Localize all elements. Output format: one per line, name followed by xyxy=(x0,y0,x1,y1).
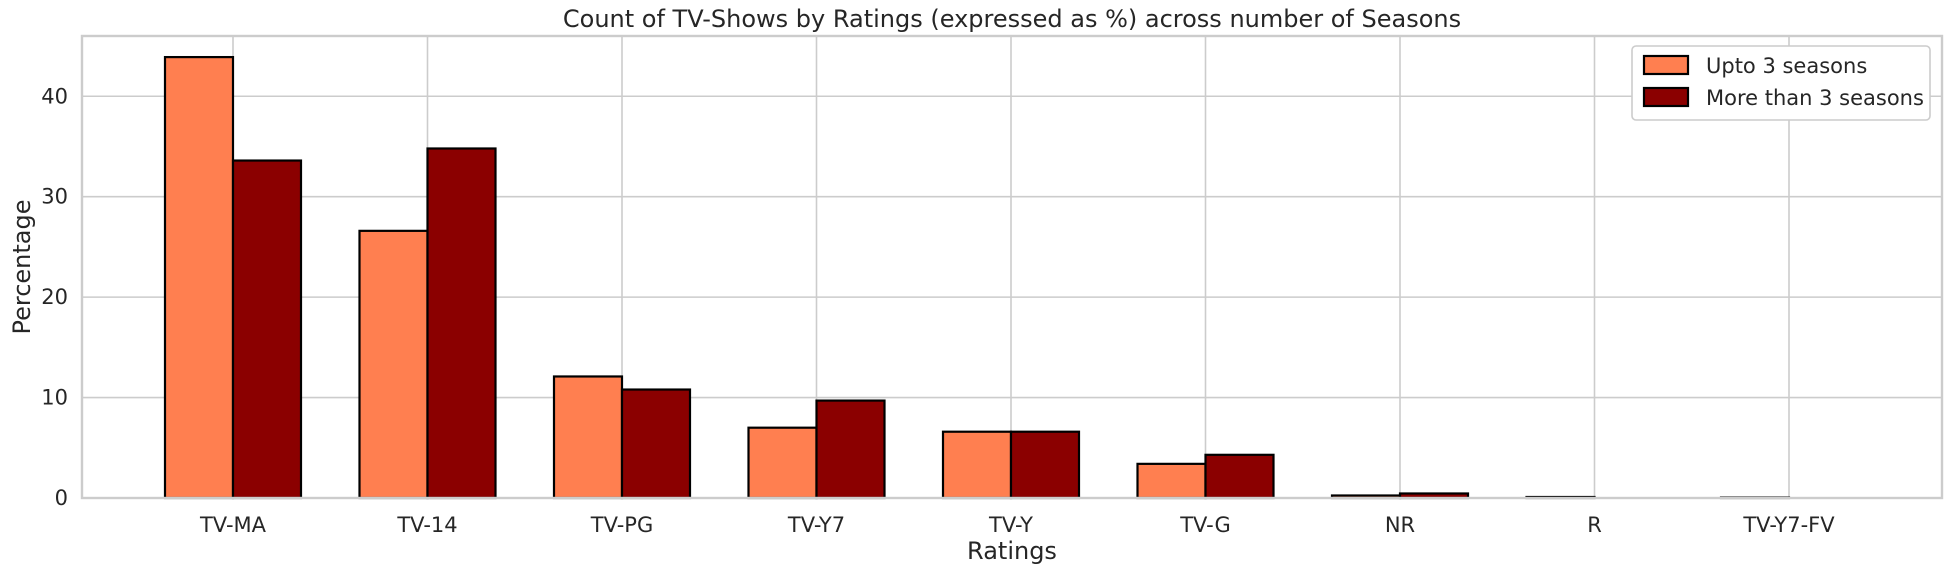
bar-more-than-3-seasons-tv-ma xyxy=(231,159,303,500)
bar-upto-3-seasons-tv-y xyxy=(941,430,1013,500)
bar-upto-3-seasons-tv-g xyxy=(1136,462,1207,500)
y-tick-label: 30 xyxy=(41,185,68,209)
bar-more-than-3-seasons-tv-y7 xyxy=(815,399,886,500)
chart-title: Count of TV-Shows by Ratings (expressed … xyxy=(563,5,1461,33)
bar-upto-3-seasons-tv-14 xyxy=(358,229,429,500)
legend-swatch-upto-3-seasons xyxy=(1642,54,1690,76)
x-axis-label: Ratings xyxy=(967,537,1057,565)
y-tick-label: 0 xyxy=(55,486,68,510)
x-tick-labels: TV-MA TV-14 TV-PG TV-Y7 TV-Y TV-G NR R TV-Y7-FV xyxy=(199,513,1835,537)
bar-more-than-3-seasons-tv-pg xyxy=(620,388,692,500)
y-tick-label: 40 xyxy=(41,84,68,108)
legend-label-upto-3-seasons: Upto 3 seasons xyxy=(1706,54,1867,78)
legend-swatch-more-than-3-seasons xyxy=(1642,86,1690,108)
bar-upto-3-seasons-tv-ma xyxy=(163,55,235,500)
bar-upto-3-seasons-tv-pg xyxy=(552,375,624,500)
y-tick-label: 10 xyxy=(41,386,68,410)
x-tick-label: TV-Y xyxy=(988,513,1033,537)
y-tick-labels: 0 10 20 30 40 xyxy=(41,84,68,510)
x-tick-label: TV-Y7-FV xyxy=(1742,513,1835,537)
bar-upto-3-seasons-tv-y7 xyxy=(747,426,818,500)
x-tick-label: R xyxy=(1587,513,1602,537)
legend-box xyxy=(1631,45,1931,121)
y-axis-label: Percentage xyxy=(8,199,36,334)
x-tick-label: TV-Y7 xyxy=(787,513,845,537)
bar-more-than-3-seasons-tv-14 xyxy=(426,147,497,500)
legend: Upto 3 seasons More than 3 seasons xyxy=(1631,45,1931,121)
bar-more-than-3-seasons-tv-y xyxy=(1009,430,1081,500)
x-tick-label: TV-14 xyxy=(396,513,457,537)
bars xyxy=(163,55,1791,500)
bar-more-than-3-seasons-tv-g xyxy=(1204,453,1275,500)
x-tick-label: TV-PG xyxy=(590,513,653,537)
y-tick-label: 20 xyxy=(41,285,68,309)
x-tick-label: TV-MA xyxy=(199,513,267,537)
plot-frame xyxy=(80,34,1944,500)
legend-label-more-than-3-seasons: More than 3 seasons xyxy=(1706,86,1924,110)
x-tick-label: TV-G xyxy=(1179,513,1231,537)
x-tick-label: NR xyxy=(1385,513,1415,537)
